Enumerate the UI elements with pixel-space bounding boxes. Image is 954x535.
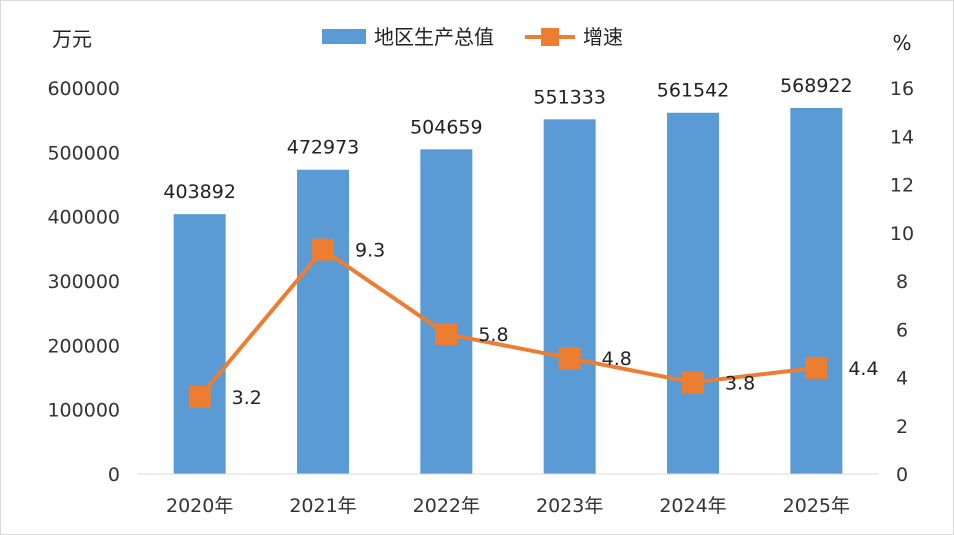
growth-marker <box>805 356 828 379</box>
y-left-tick-label: 200000 <box>47 335 120 357</box>
bar-value-label: 568922 <box>780 75 853 97</box>
growth-value-label: 4.4 <box>848 358 878 380</box>
y-left-tick-label: 300000 <box>47 271 120 293</box>
bar-value-label: 551333 <box>533 86 606 108</box>
y-right-tick-label: 2 <box>896 416 908 438</box>
growth-value-label: 5.8 <box>478 324 508 346</box>
legend: 地区生产总值 增速 <box>322 25 623 49</box>
y-right-unit-label: % <box>892 31 911 55</box>
bar-value-label: 504659 <box>410 116 483 138</box>
y-left-tick-label: 500000 <box>47 142 120 164</box>
y-right-tick-label: 6 <box>896 319 908 341</box>
bar-value-label: 472973 <box>287 137 360 159</box>
x-tick-label: 2021年 <box>289 495 356 517</box>
y-left-tick-label: 0 <box>108 464 120 486</box>
y-right-tick-label: 8 <box>896 271 908 293</box>
y-right-tick-label: 10 <box>890 223 914 245</box>
growth-line <box>198 247 817 399</box>
growth-marker <box>312 238 334 261</box>
y-left-tick-label: 100000 <box>47 400 120 422</box>
y-right-tick-label: 4 <box>896 368 908 390</box>
data-labels: 403892 472973 504659 551333 561542 568922 3.2 9… <box>163 75 878 409</box>
growth-marker <box>435 323 458 346</box>
y-right-tick-label: 14 <box>890 126 914 148</box>
bar <box>667 112 719 475</box>
y-right-tick-label: 12 <box>890 175 914 197</box>
axes: 2020年 2021年 2022年 2023年 2024年 2025年 0 100000 200… <box>47 27 914 517</box>
bar-value-label: 403892 <box>163 181 236 203</box>
x-tick-label: 2025年 <box>783 495 850 517</box>
x-tick-label: 2022年 <box>413 495 480 517</box>
growth-marker <box>558 347 581 370</box>
line-series <box>188 238 828 408</box>
x-tick-label: 2023年 <box>536 495 603 517</box>
growth-value-label: 4.8 <box>602 348 632 370</box>
growth-value-label: 9.3 <box>355 240 385 262</box>
bar <box>173 214 226 474</box>
y-left-unit-label: 万元 <box>52 27 92 51</box>
x-tick-label: 2024年 <box>659 495 726 517</box>
x-tick-label: 2020年 <box>166 495 233 517</box>
y-right-tick-label: 0 <box>896 464 908 486</box>
bar-value-label: 561542 <box>657 80 730 102</box>
legend-swatch-bar <box>322 29 366 44</box>
growth-marker <box>682 371 704 394</box>
bar <box>420 149 473 474</box>
growth-value-label: 3.2 <box>232 387 262 409</box>
y-right-tick-label: 16 <box>890 78 914 100</box>
bar <box>543 119 596 474</box>
growth-value-label: 3.8 <box>725 372 755 394</box>
bar <box>790 107 843 474</box>
y-left-tick-label: 400000 <box>47 207 120 229</box>
growth-marker <box>188 385 211 408</box>
legend-swatch-marker <box>541 28 559 46</box>
bar-series <box>173 107 843 475</box>
legend-label-line: 增速 <box>583 25 623 49</box>
bar <box>297 169 349 474</box>
y-left-tick-label: 600000 <box>47 78 120 100</box>
legend-label-bar: 地区生产总值 <box>374 25 494 49</box>
